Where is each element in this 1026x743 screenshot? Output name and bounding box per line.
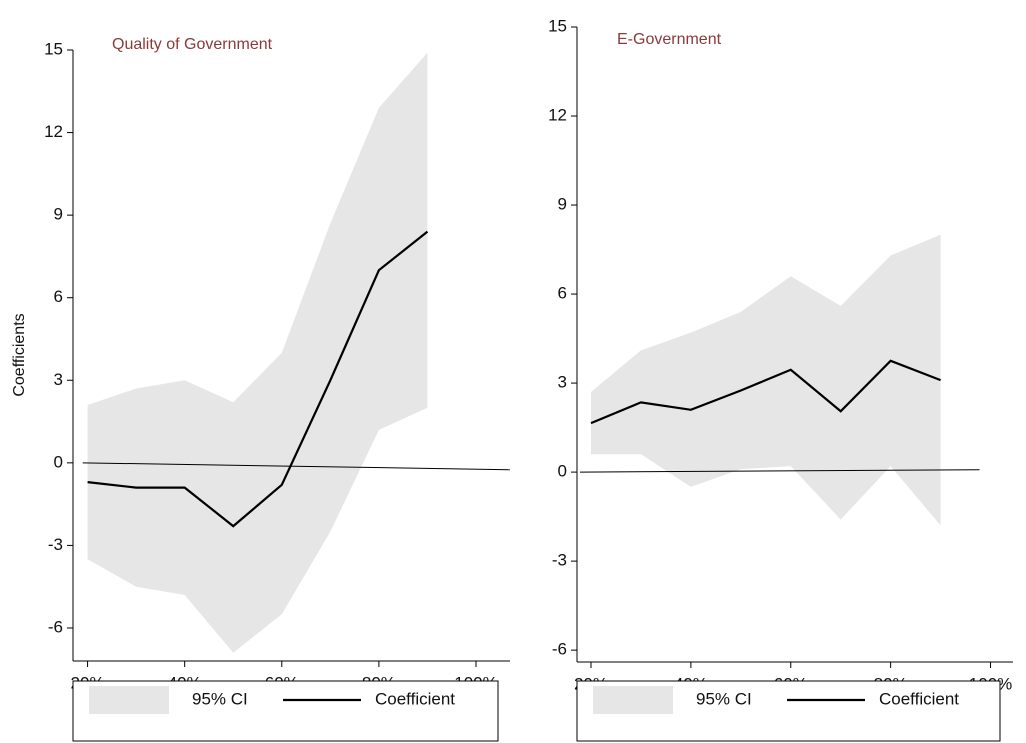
y-tick-label: 9 <box>54 205 63 224</box>
chart-title: Quality of Government <box>112 36 273 53</box>
y-tick-label: -3 <box>48 535 63 554</box>
legend-label: 95% CI <box>192 689 248 708</box>
legend-label: Coefficient <box>879 689 959 708</box>
y-tick-label: 12 <box>44 122 63 141</box>
y-tick-label: 15 <box>44 39 63 58</box>
y-tick-label: 9 <box>558 195 567 214</box>
chart-title: E-Government <box>617 31 722 48</box>
y-tick-label: -3 <box>552 551 567 570</box>
reference-line <box>579 469 980 473</box>
y-tick-label: -6 <box>552 640 567 659</box>
y-tick-label: 3 <box>54 370 63 389</box>
legend-swatch <box>89 686 169 714</box>
y-tick-label: 0 <box>54 452 63 471</box>
y-tick-label: -6 <box>48 617 63 636</box>
ci-band <box>87 52 428 653</box>
y-tick-label: 15 <box>548 16 567 35</box>
reference-line <box>82 462 511 471</box>
legend-label: Coefficient <box>375 689 455 708</box>
coefficient-line <box>87 230 429 528</box>
legend-label: 95% CI <box>696 689 752 708</box>
y-tick-label: 6 <box>54 287 63 306</box>
y-tick-label: 6 <box>558 284 567 303</box>
y-tick-label: 0 <box>558 462 567 481</box>
coefficient-line <box>590 359 941 425</box>
y-tick-label: 12 <box>548 106 567 125</box>
y-axis-label: Coefficients <box>11 313 28 396</box>
y-tick-label: 3 <box>558 373 567 392</box>
legend-swatch <box>593 686 673 714</box>
